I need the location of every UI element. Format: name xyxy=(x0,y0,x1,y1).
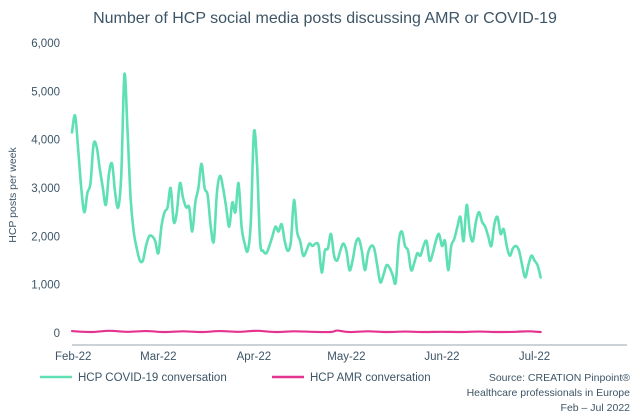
x-axis-ticks: Feb-22 Mar-22 Apr-22 May-22 Jun-22 Jul-22 xyxy=(55,351,550,363)
source-line-2: Healthcare professionals in Europe xyxy=(467,387,631,399)
legend-label-amr: HCP AMR conversation xyxy=(310,372,431,384)
legend: HCP COVID-19 conversation HCP AMR conver… xyxy=(40,372,431,384)
y-axis-label: HCP posts per week xyxy=(7,146,19,242)
x-tick-label: Feb-22 xyxy=(55,351,91,363)
legend-label-covid: HCP COVID-19 conversation xyxy=(78,372,227,384)
series-line-covid xyxy=(70,72,542,286)
source-line-1: Source: CREATION Pinpoint® xyxy=(489,372,630,384)
y-tick-label: 6,000 xyxy=(31,38,60,50)
y-tick-label: 1,000 xyxy=(31,280,60,292)
chart-title: Number of HCP social media posts discuss… xyxy=(93,10,557,27)
x-tick-label: Apr-22 xyxy=(237,351,272,363)
x-tick-label: May-22 xyxy=(327,351,365,363)
y-tick-label: 0 xyxy=(54,328,60,340)
series-layer xyxy=(70,72,542,334)
y-tick-label: 5,000 xyxy=(31,86,60,98)
source-line-3: Feb – Jul 2022 xyxy=(561,402,631,414)
series-line-amr xyxy=(70,329,542,334)
y-tick-label: 3,000 xyxy=(31,183,60,195)
y-tick-label: 4,000 xyxy=(31,135,60,147)
source-note: Source: CREATION Pinpoint® Healthcare pr… xyxy=(467,372,631,414)
x-tick-label: Mar-22 xyxy=(140,351,176,363)
y-tick-label: 2,000 xyxy=(31,231,60,243)
x-tick-label: Jun-22 xyxy=(424,351,459,363)
x-tick-label: Jul-22 xyxy=(519,351,550,363)
y-axis-ticks: 0 1,000 2,000 3,000 4,000 5,000 6,000 xyxy=(31,38,60,340)
